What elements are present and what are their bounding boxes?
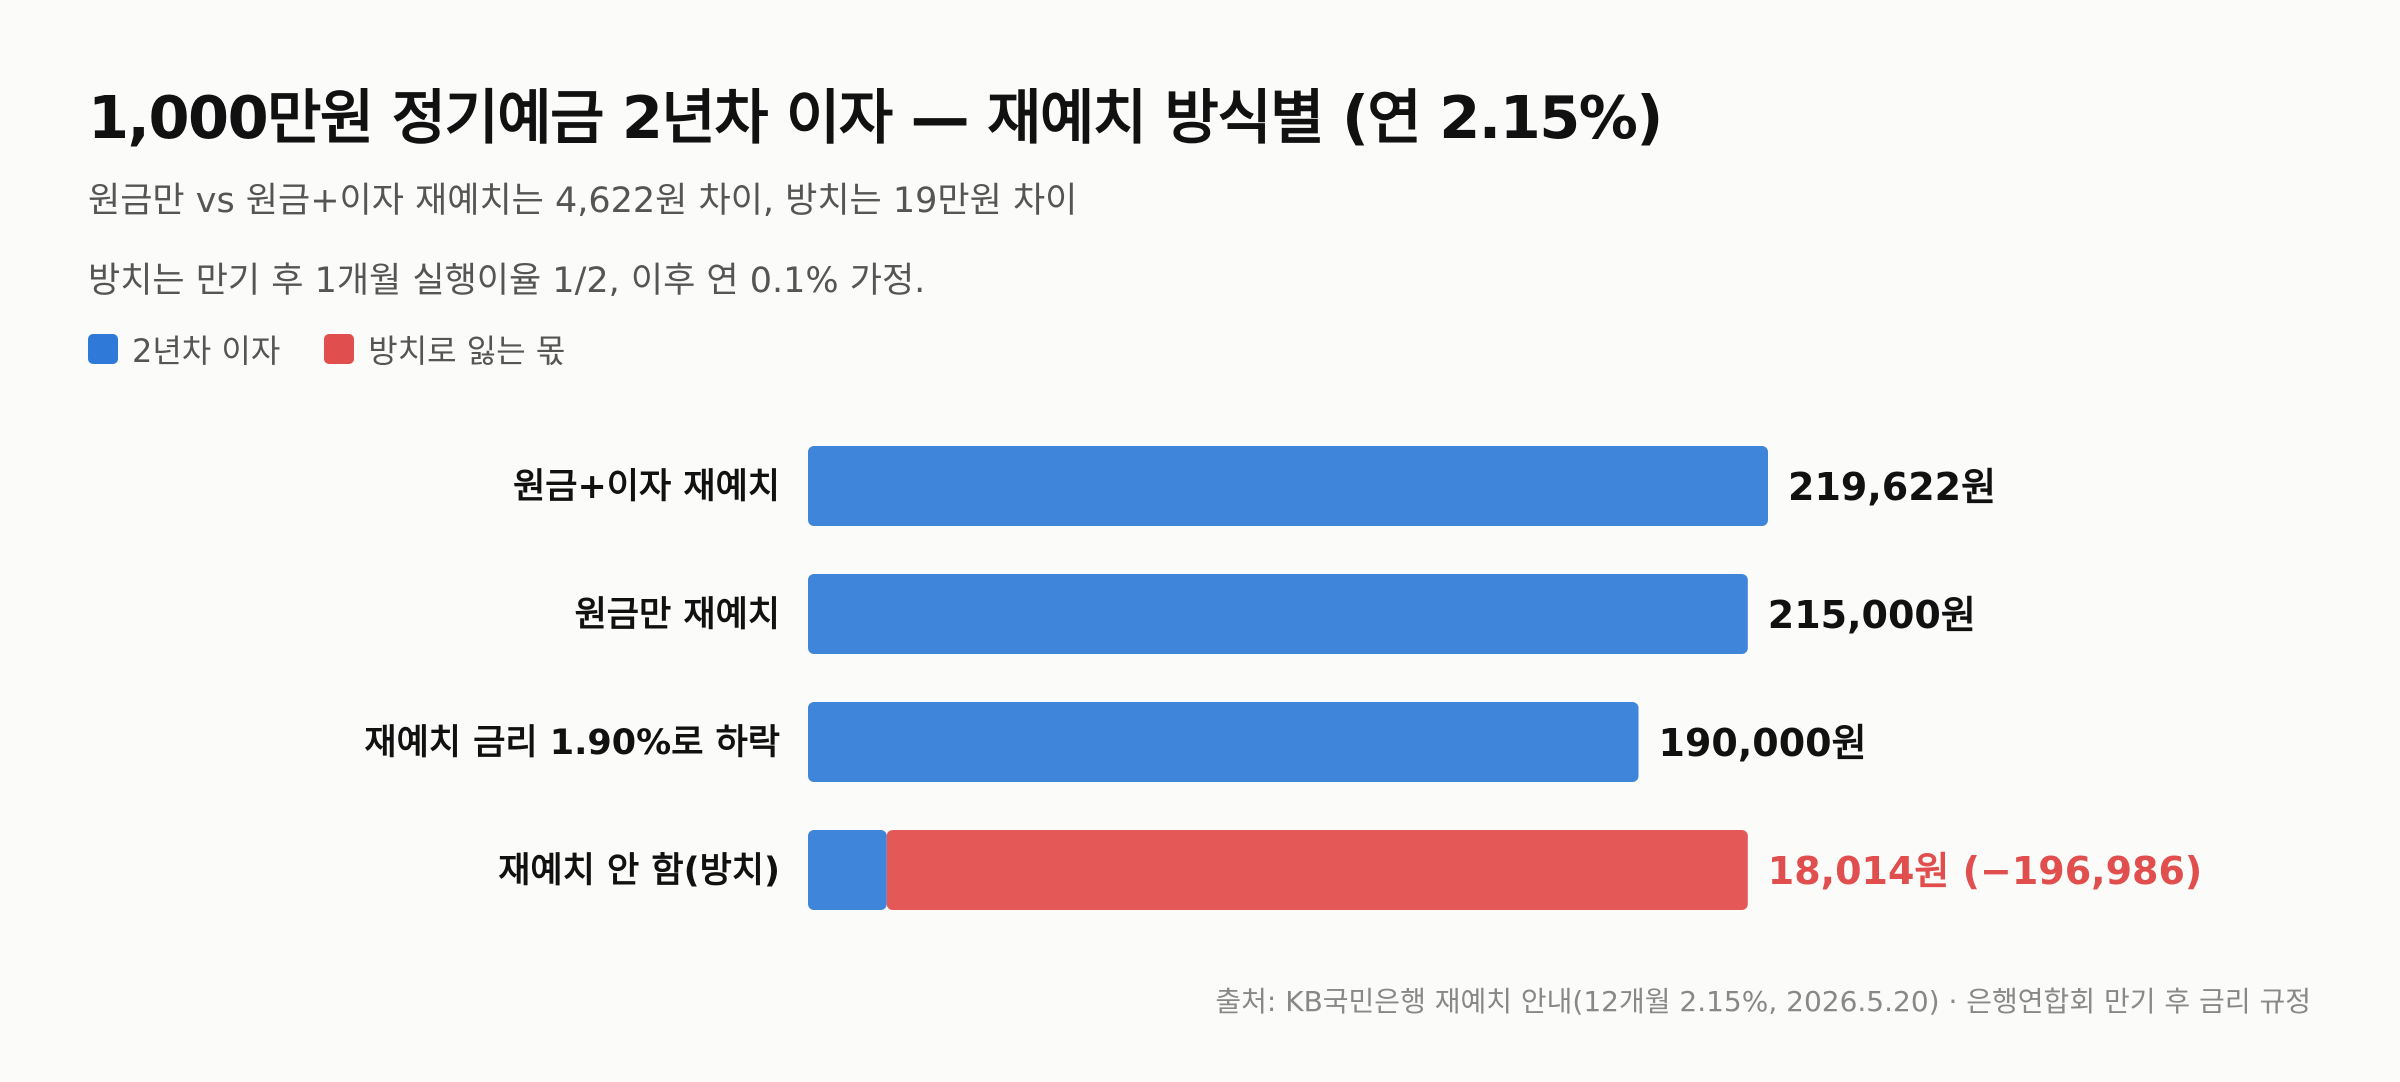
data-label: 190,000원 bbox=[1659, 721, 1867, 765]
data-label: 18,014원 (−196,986) bbox=[1768, 849, 2202, 893]
data-label: 219,622원 bbox=[1788, 465, 1996, 509]
bar-interest bbox=[808, 574, 1748, 654]
category-label: 재예치 금리 1.90%로 하락 bbox=[364, 723, 780, 763]
bar-interest bbox=[808, 702, 1639, 782]
bar-interest bbox=[808, 446, 1768, 526]
category-label: 원금만 재예치 bbox=[575, 595, 780, 635]
source-note: 출처: KB국민은행 재예치 안내(12개월 2.15%, 2026.5.20)… bbox=[1215, 980, 2311, 1020]
category-label: 원금+이자 재예치 bbox=[513, 467, 780, 507]
category-label: 재예치 안 함(방치) bbox=[498, 851, 780, 891]
data-label: 215,000원 bbox=[1768, 593, 1976, 637]
bar-loss bbox=[887, 830, 1748, 910]
bar-interest bbox=[808, 830, 887, 910]
